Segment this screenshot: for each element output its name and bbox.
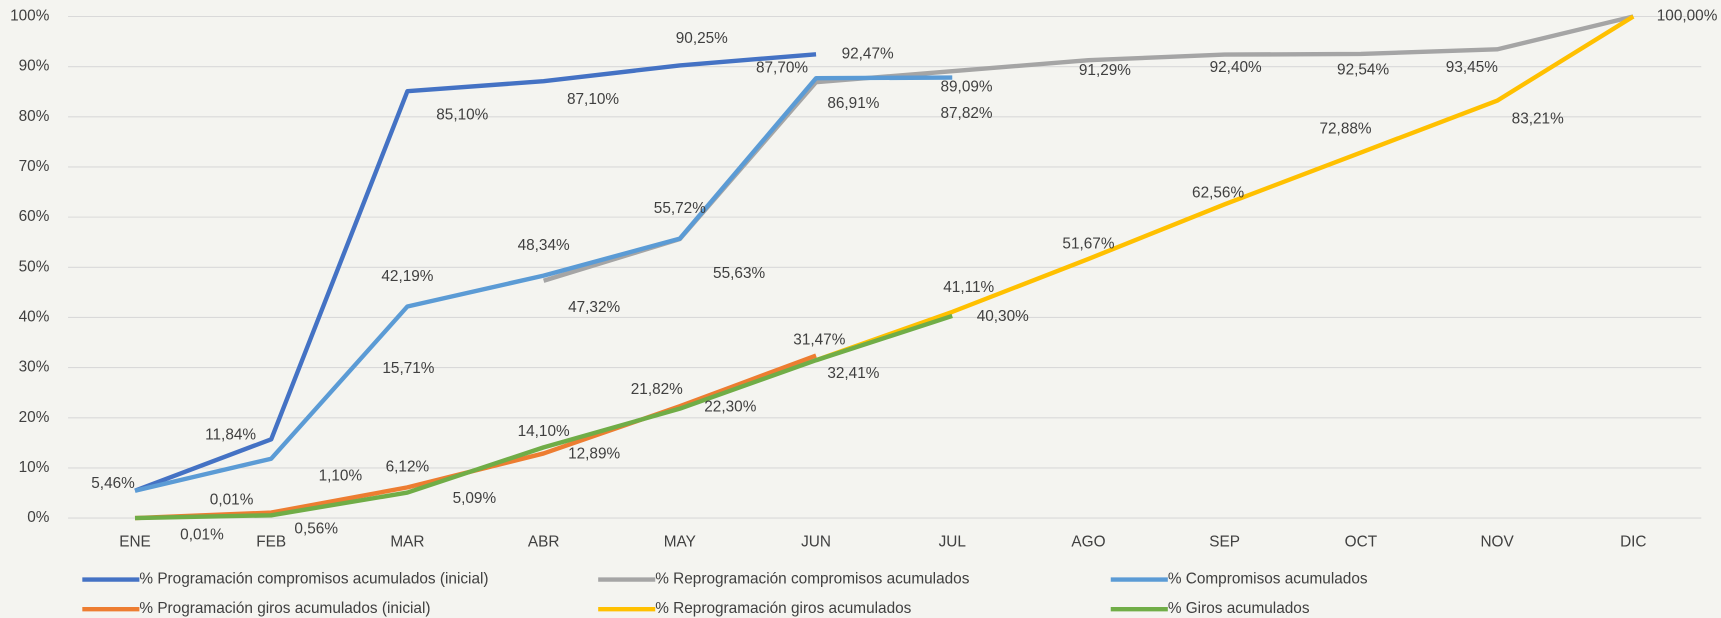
data-label: 5,09% [453,490,497,507]
legend-label: % Reprogramación giros acumulados [655,600,911,617]
data-label: 62,56% [1192,184,1244,201]
data-label: 91,29% [1079,62,1131,79]
data-label: 86,91% [827,95,879,112]
data-label: 92,40% [1210,59,1262,76]
data-label: 41,11% [943,279,994,296]
data-label: 11,84% [205,427,256,444]
x-tick-label: FEB [256,533,286,550]
legend-label: % Compromisos acumulados [1168,571,1368,588]
x-tick-label: OCT [1345,533,1378,550]
y-tick-label: 70% [19,158,50,175]
data-label: 15,71% [382,360,434,377]
series-line [134,52,817,493]
data-label: 40,30% [977,308,1029,325]
y-tick-label: 60% [19,208,50,225]
x-tick-label: MAY [664,533,696,550]
data-label: 72,88% [1319,121,1371,138]
data-label: 89,09% [940,79,992,96]
y-tick-label: 0% [27,509,50,526]
data-label: 5,46% [91,475,135,492]
data-label: 42,19% [381,268,433,285]
y-tick-label: 50% [19,258,50,275]
data-label: 1,10% [319,467,363,484]
legend-label: % Reprogramación compromisos acumulados [655,571,969,588]
data-label: 48,34% [518,237,570,254]
data-label: 55,63% [713,265,765,282]
data-label: 87,70% [756,59,808,76]
legend-label: % Giros acumulados [1168,600,1310,617]
data-label: 0,01% [180,527,224,544]
data-label: 0,56% [294,521,338,538]
data-label: 83,21% [1512,110,1564,127]
y-tick-label: 30% [19,359,50,376]
y-tick-label: 10% [19,459,50,476]
series-line [134,313,953,521]
x-tick-label: MAR [390,533,424,550]
x-tick-label: DIC [1620,533,1646,550]
x-tick-label: NOV [1480,533,1514,550]
data-label: 21,82% [631,381,683,398]
data-label: 93,45% [1446,59,1498,76]
x-tick-label: ENE [119,533,151,550]
data-label: 100,00% [1657,8,1718,25]
y-tick-label: 80% [19,108,50,125]
series-line [134,75,953,493]
data-label: 0,01% [210,492,254,509]
data-label: 12,89% [568,446,620,463]
data-label: 85,10% [436,106,488,123]
data-label: 87,82% [940,105,992,122]
data-label: 31,47% [793,332,845,349]
series-line [815,14,1635,363]
y-tick-label: 20% [19,409,50,426]
data-label: 32,41% [827,365,879,382]
data-label: 14,10% [518,423,570,440]
y-tick-label: 90% [19,58,50,75]
data-label: 92,47% [842,45,894,62]
data-label: 90,25% [676,30,728,47]
data-label: 87,10% [567,91,619,108]
data-label: 22,30% [704,398,756,415]
data-label: 51,67% [1062,236,1114,253]
legend-label: % Programación compromisos acumulados (i… [139,571,488,588]
x-tick-label: SEP [1209,533,1240,550]
x-tick-label: ABR [528,533,560,550]
x-tick-label: JUN [801,533,831,550]
data-label: 55,72% [654,200,706,217]
y-tick-label: 40% [19,309,50,326]
data-label: 6,12% [386,459,430,476]
data-label: 92,54% [1337,61,1389,78]
legend-label: % Programación giros acumulados (inicial… [139,600,430,617]
x-tick-label: AGO [1071,533,1105,550]
data-label: 47,32% [568,299,620,316]
x-tick-label: JUL [939,533,967,550]
y-tick-label: 100% [10,8,50,25]
